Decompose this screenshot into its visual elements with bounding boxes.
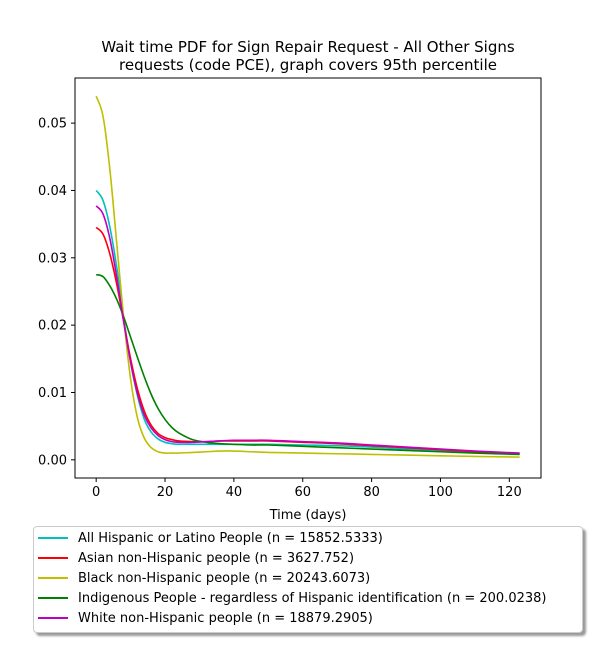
y-axis: 0.00 0.01 0.02 0.03 0.04 0.05 [38, 117, 75, 468]
legend-swatch-indigenous [38, 597, 68, 599]
legend-item-indigenous: Indigenous People - regardless of Hispan… [38, 588, 547, 608]
y-tick-label: 0.00 [38, 453, 67, 468]
legend-swatch-white [38, 617, 68, 619]
y-tick-label: 0.02 [38, 319, 67, 334]
chart-title-line-1: Wait time PDF for Sign Repair Request - … [101, 38, 515, 56]
legend-item-asian: Asian non-Hispanic people (n = 3627.752) [38, 548, 354, 568]
series-layer [95, 95, 520, 458]
series-line-black [95, 95, 520, 458]
legend-item-white: White non-Hispanic people (n = 18879.290… [38, 608, 373, 628]
plot-frame [74, 77, 542, 479]
chart-title-line-2: requests (code PCE), graph covers 95th p… [119, 56, 497, 74]
x-tick-label: 120 [497, 485, 522, 500]
series-line-white [95, 205, 520, 454]
legend-item-hispanic: All Hispanic or Latino People (n = 15852… [38, 528, 383, 548]
series-line-indigenous [95, 273, 520, 456]
y-tick-label: 0.03 [38, 251, 67, 266]
x-tick-label: 40 [226, 485, 243, 500]
x-axis-label: Time (days) [269, 508, 347, 523]
series-line-hispanic [95, 189, 520, 455]
y-tick-label: 0.01 [38, 386, 67, 401]
x-tick-label: 0 [92, 485, 100, 500]
y-tick-label: 0.04 [38, 184, 67, 199]
legend-label-white: White non-Hispanic people (n = 18879.290… [78, 610, 373, 626]
y-tick-label: 0.05 [38, 117, 67, 132]
legend-swatch-black [38, 577, 68, 579]
x-tick-label: 80 [363, 485, 380, 500]
legend-label-black: Black non-Hispanic people (n = 20243.607… [78, 570, 371, 586]
chart-title: Wait time PDF for Sign Repair Request - … [101, 38, 515, 74]
legend-label-hispanic: All Hispanic or Latino People (n = 15852… [78, 530, 383, 546]
legend-label-asian: Asian non-Hispanic people (n = 3627.752) [78, 550, 355, 566]
x-tick-label: 100 [428, 485, 453, 500]
x-axis: 0 20 40 60 80 100 120 [92, 478, 522, 500]
x-tick-label: 20 [157, 485, 174, 500]
series-line-asian [95, 226, 520, 455]
legend-label-indigenous: Indigenous People - regardless of Hispan… [78, 590, 547, 606]
x-tick-label: 60 [294, 485, 311, 500]
legend-swatch-asian [38, 557, 68, 559]
legend-swatch-hispanic [38, 537, 68, 539]
legend-item-black: Black non-Hispanic people (n = 20243.607… [38, 568, 370, 588]
legend: All Hispanic or Latino People (n = 15852… [33, 526, 583, 633]
